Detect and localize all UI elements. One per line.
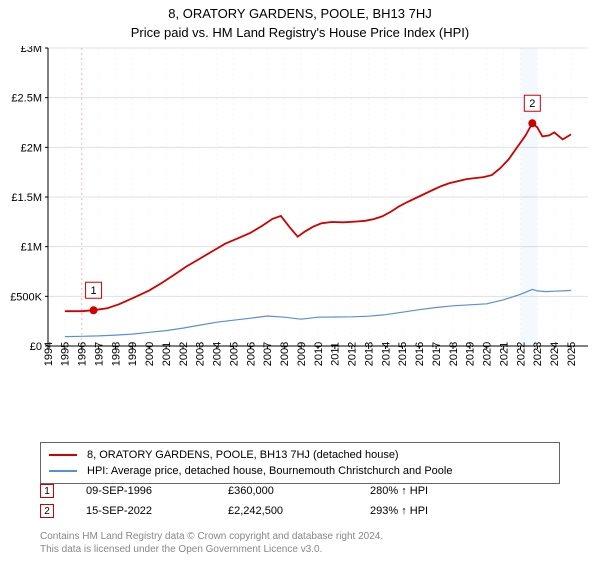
svg-text:2009: 2009: [296, 342, 308, 366]
sale-delta: 293% ↑ HPI: [370, 505, 428, 517]
chart-title-desc: Price paid vs. HM Land Registry's House …: [0, 25, 600, 40]
svg-text:1995: 1995: [60, 342, 72, 366]
svg-text:£0: £0: [30, 341, 42, 353]
svg-text:2000: 2000: [144, 342, 156, 366]
svg-text:1996: 1996: [77, 342, 89, 366]
svg-text:£1M: £1M: [21, 242, 42, 254]
sale-marker-number: 2: [40, 504, 54, 518]
svg-text:2024: 2024: [549, 342, 561, 366]
chart-title-address: 8, ORATORY GARDENS, POOLE, BH13 7HJ: [0, 6, 600, 21]
svg-text:2007: 2007: [262, 342, 274, 366]
sale-row: 1 09-SEP-1996 £360,000 280% ↑ HPI: [40, 484, 560, 498]
svg-text:£1.5M: £1.5M: [11, 192, 42, 204]
svg-text:1: 1: [91, 285, 97, 297]
svg-text:2016: 2016: [414, 342, 426, 366]
svg-text:2020: 2020: [482, 342, 494, 366]
legend-label: HPI: Average price, detached house, Bour…: [87, 465, 452, 477]
svg-text:2008: 2008: [279, 342, 291, 366]
sale-price: £2,242,500: [228, 505, 338, 517]
svg-text:2005: 2005: [228, 342, 240, 366]
svg-text:2017: 2017: [431, 342, 443, 366]
legend-swatch: [49, 470, 77, 471]
footer-line2: This data is licensed under the Open Gov…: [40, 543, 560, 556]
svg-text:2010: 2010: [313, 342, 325, 366]
footer: Contains HM Land Registry data © Crown c…: [40, 530, 560, 556]
svg-text:2014: 2014: [380, 342, 392, 366]
legend-label: 8, ORATORY GARDENS, POOLE, BH13 7HJ (det…: [87, 449, 399, 461]
svg-text:2004: 2004: [212, 342, 224, 366]
sale-price: £360,000: [228, 485, 338, 497]
svg-text:2002: 2002: [178, 342, 190, 366]
svg-text:2: 2: [529, 98, 535, 110]
svg-text:1997: 1997: [93, 342, 105, 366]
sale-date: 15-SEP-2022: [86, 505, 196, 517]
legend-item: 8, ORATORY GARDENS, POOLE, BH13 7HJ (det…: [49, 447, 551, 463]
sale-marker-number: 1: [40, 484, 54, 498]
sale-date: 09-SEP-1996: [86, 485, 196, 497]
svg-text:2003: 2003: [195, 342, 207, 366]
sale-delta: 280% ↑ HPI: [370, 485, 428, 497]
chart-container: 8, ORATORY GARDENS, POOLE, BH13 7HJ Pric…: [0, 6, 600, 566]
svg-text:2022: 2022: [515, 342, 527, 366]
legend: 8, ORATORY GARDENS, POOLE, BH13 7HJ (det…: [40, 442, 560, 484]
svg-text:2018: 2018: [448, 342, 460, 366]
svg-text:1998: 1998: [110, 342, 122, 366]
svg-text:2015: 2015: [397, 342, 409, 366]
svg-text:£3M: £3M: [21, 46, 42, 55]
sales-list: 1 09-SEP-1996 £360,000 280% ↑ HPI 2 15-SEP-20…: [40, 484, 560, 524]
sale-row: 2 15-SEP-2022 £2,242,500 293% ↑ HPI: [40, 504, 560, 518]
svg-text:1999: 1999: [127, 342, 139, 366]
legend-item: HPI: Average price, detached house, Bour…: [49, 463, 551, 479]
svg-text:2012: 2012: [347, 342, 359, 366]
svg-text:£2.5M: £2.5M: [11, 93, 42, 105]
svg-text:2023: 2023: [532, 342, 544, 366]
svg-text:2025: 2025: [566, 342, 578, 366]
chart-area: £0 £500K £1M £1.5M £2M £2.5M £3M 1994 1995 1996 19…: [0, 46, 600, 426]
svg-text:2019: 2019: [465, 342, 477, 366]
svg-text:1994: 1994: [43, 342, 55, 366]
svg-text:2021: 2021: [498, 342, 510, 366]
legend-swatch: [49, 454, 77, 456]
svg-text:2001: 2001: [161, 342, 173, 366]
svg-text:2006: 2006: [245, 342, 257, 366]
svg-text:2011: 2011: [330, 342, 342, 366]
svg-text:£2M: £2M: [21, 142, 42, 154]
footer-line1: Contains HM Land Registry data © Crown c…: [40, 530, 560, 543]
svg-text:£500K: £500K: [10, 291, 42, 303]
chart-svg: £0 £500K £1M £1.5M £2M £2.5M £3M 1994 1995 1996 19…: [0, 46, 600, 426]
svg-text:2013: 2013: [363, 342, 375, 366]
